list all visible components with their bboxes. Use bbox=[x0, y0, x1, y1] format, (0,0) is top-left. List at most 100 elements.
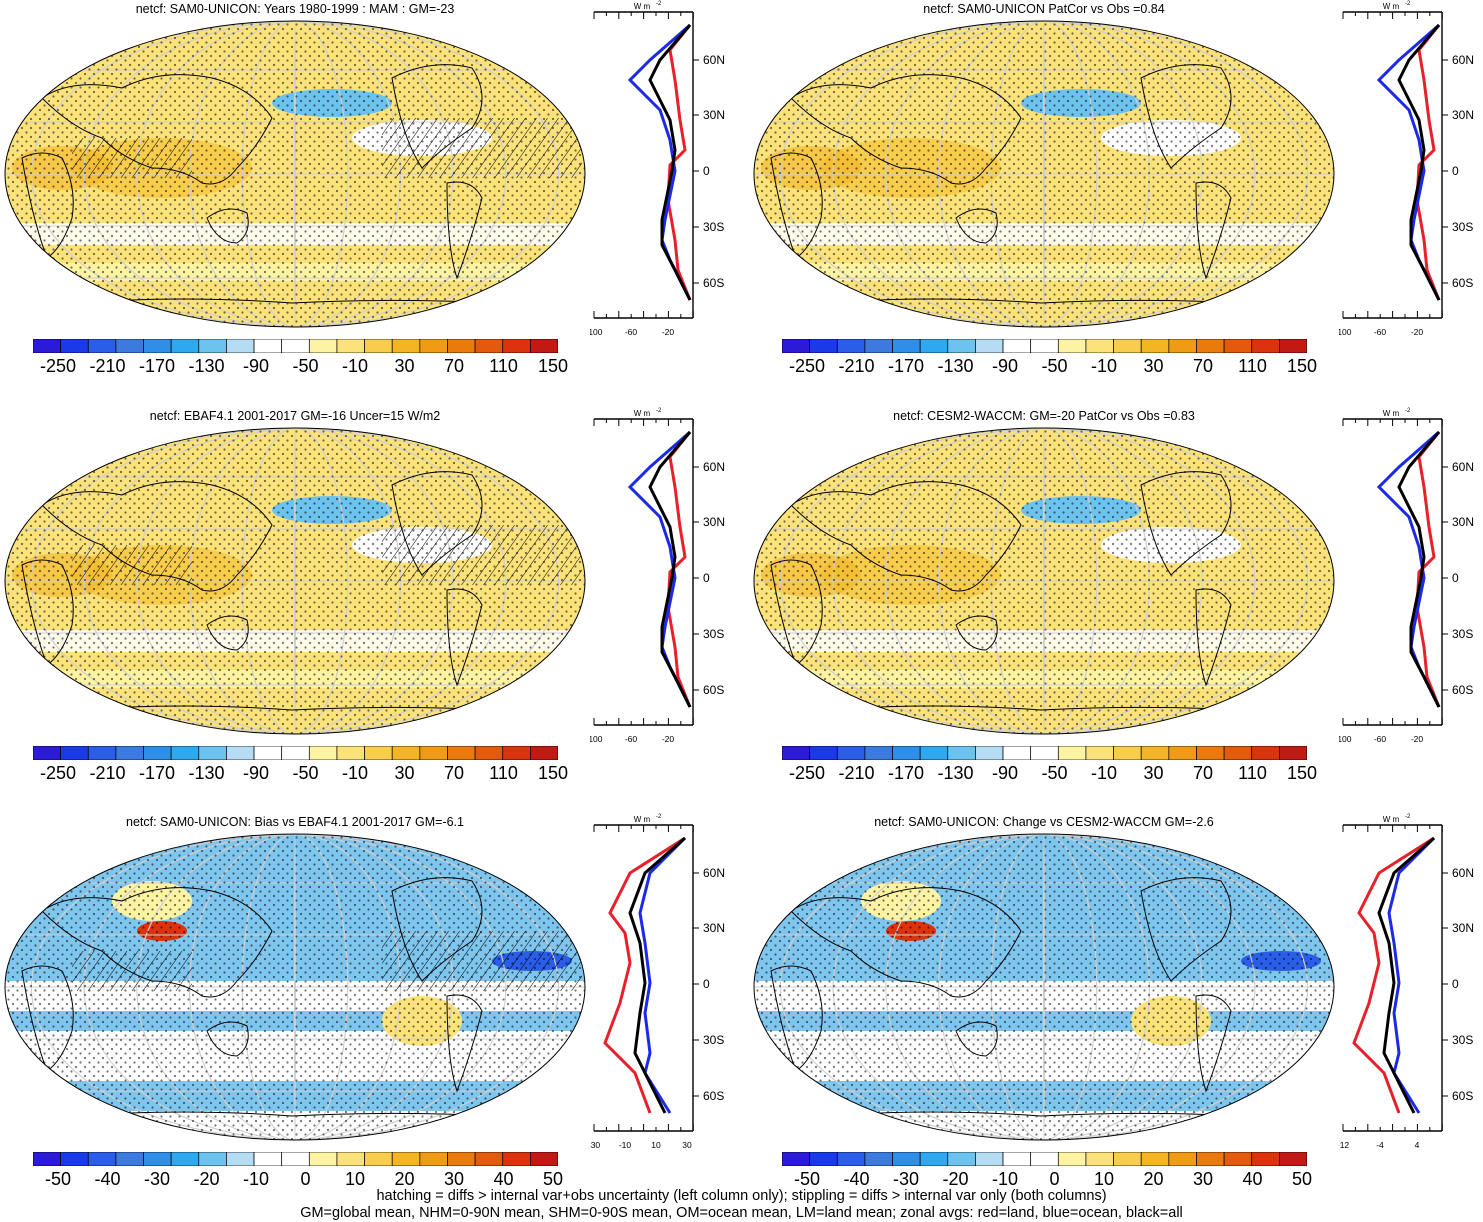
lat-label: 30N bbox=[1452, 108, 1474, 122]
profile-xtick: 4 bbox=[1415, 1140, 1420, 1150]
profile-xtick: -20 bbox=[662, 734, 675, 744]
colorbar-label: -10 bbox=[341, 356, 369, 376]
colorbar-label: -170 bbox=[887, 763, 925, 783]
colorbar-label: -10 bbox=[1090, 763, 1118, 783]
colorbar-label: 30 bbox=[1143, 356, 1164, 376]
map-panel: netcf: SAM0-UNICON: Years 1980-1999 : MA… bbox=[0, 0, 741, 405]
zonal-average-plot: W m -2 60N 30N 0 30S 60S -12 -4 4 bbox=[1337, 813, 1483, 1163]
colorbar-label: -130 bbox=[937, 763, 974, 783]
colorbar-label: -170 bbox=[138, 356, 176, 376]
colorbar-label: -50 bbox=[292, 763, 319, 783]
colorbar-label: -90 bbox=[242, 763, 270, 783]
lat-label: 0 bbox=[703, 164, 710, 178]
colorbar-label: -210 bbox=[838, 763, 875, 783]
colorbar-label: -50 bbox=[44, 1169, 72, 1189]
colorbar bbox=[32, 745, 559, 761]
lat-label: 30S bbox=[703, 627, 724, 641]
colorbar-label: 40 bbox=[493, 1169, 514, 1189]
colorbar bbox=[781, 1151, 1308, 1167]
profile-xtick: -100 bbox=[590, 327, 603, 337]
profile-xtick: -20 bbox=[1411, 734, 1424, 744]
zonal-average-plot: W m -2 60N 30N 0 30S 60S -30 -10 10 30 bbox=[588, 813, 740, 1163]
profile-xtick: -12 bbox=[1339, 1140, 1349, 1150]
lat-label: 30S bbox=[1452, 627, 1473, 641]
lat-label: 30N bbox=[703, 921, 725, 935]
colorbar-label: 150 bbox=[537, 356, 569, 376]
colorbar-label: 50 bbox=[1291, 1169, 1313, 1189]
colorbar-label: -20 bbox=[942, 1169, 969, 1189]
profile-xtick: 30 bbox=[682, 1140, 692, 1150]
colorbar bbox=[32, 1151, 559, 1167]
colorbar-label: -130 bbox=[188, 356, 225, 376]
colorbar-label: 70 bbox=[443, 763, 465, 783]
map-panel: netcf: CESM2-WACCM: GM=-20 PatCor vs Obs… bbox=[749, 407, 1483, 812]
colorbar-label: -170 bbox=[887, 356, 925, 376]
panel-title: netcf: CESM2-WACCM: GM=-20 PatCor vs Obs… bbox=[893, 409, 1195, 423]
colorbar-label: -90 bbox=[991, 356, 1019, 376]
svg-text:W m: W m bbox=[634, 2, 651, 11]
profile-xtick: -30 bbox=[590, 1140, 600, 1150]
svg-text:-2: -2 bbox=[656, 1, 662, 7]
colorbar-label: 50 bbox=[542, 1169, 564, 1189]
lat-label: 60N bbox=[1452, 460, 1474, 474]
zonal-average-plot: W m -2 60N 30N 0 30S 60S -100 -60 -20 bbox=[1334, 407, 1483, 757]
colorbar-label: 30 bbox=[1192, 1169, 1214, 1189]
zonal-average-plot: W m -2 60N 30N 0 30S 60S -100 -60 -20 bbox=[1334, 0, 1483, 350]
colorbar-labels: -250 -210 -170 -130 -90 -50 -10 30 70 110 150 bbox=[33, 763, 568, 785]
profile-xtick: -60 bbox=[625, 734, 638, 744]
svg-text:-2: -2 bbox=[1405, 814, 1411, 820]
colorbar-label: -10 bbox=[1090, 356, 1118, 376]
colorbar-label: -40 bbox=[94, 1169, 121, 1189]
colorbar-label: -50 bbox=[1041, 763, 1068, 783]
robinson-map bbox=[751, 18, 1337, 330]
panel-title: netcf: SAM0-UNICON: Years 1980-1999 : MA… bbox=[135, 2, 455, 16]
colorbar-label: -40 bbox=[843, 1169, 870, 1189]
colorbar-label: 10 bbox=[1093, 1169, 1115, 1189]
colorbar-labels: -250 -210 -170 -130 -90 -50 -10 30 70 110 150 bbox=[782, 356, 1317, 378]
map-panel: netcf: SAM0-UNICON: Change vs CESM2-WACC… bbox=[749, 813, 1483, 1218]
robinson-map bbox=[2, 831, 588, 1143]
lat-label: 0 bbox=[703, 571, 710, 585]
colorbar-label: -50 bbox=[292, 356, 319, 376]
footer-line-1: hatching = diffs > internal var+obs unce… bbox=[376, 1188, 1107, 1204]
zonal-average-plot: W m -2 60N 30N 0 30S 60S -100 -60 -20 bbox=[585, 0, 740, 350]
colorbar bbox=[781, 745, 1308, 761]
lat-label: 30N bbox=[1452, 515, 1474, 529]
colorbar-label: -30 bbox=[143, 1169, 171, 1189]
profile-xtick: -20 bbox=[1411, 327, 1424, 337]
lat-label: 0 bbox=[1452, 977, 1459, 991]
lat-label: 60S bbox=[703, 683, 724, 697]
colorbar-label: -210 bbox=[838, 356, 875, 376]
svg-text:W m: W m bbox=[634, 409, 651, 418]
robinson-map bbox=[751, 425, 1337, 737]
lat-label: 0 bbox=[1452, 571, 1459, 585]
colorbar-label: 20 bbox=[1143, 1169, 1164, 1189]
svg-text:W m: W m bbox=[1383, 815, 1400, 824]
svg-text:-2: -2 bbox=[656, 408, 662, 414]
colorbar-label: -50 bbox=[1041, 356, 1068, 376]
colorbar-label: -20 bbox=[193, 1169, 220, 1189]
lat-label: 60S bbox=[1452, 276, 1473, 290]
colorbar-label: 30 bbox=[443, 1169, 465, 1189]
map-panel: netcf: SAM0-UNICON PatCor vs Obs =0.84 W … bbox=[749, 0, 1483, 405]
profile-xtick: -60 bbox=[1374, 327, 1387, 337]
lat-label: 30S bbox=[1452, 220, 1473, 234]
profile-xtick: -10 bbox=[619, 1140, 632, 1150]
colorbar-labels: -50 -40 -30 -20 -10 0 10 20 30 40 50 bbox=[782, 1169, 1312, 1191]
colorbar-label: 0 bbox=[1049, 1169, 1060, 1189]
colorbar-label: -90 bbox=[242, 356, 270, 376]
lat-label: 0 bbox=[703, 977, 710, 991]
colorbar-label: 30 bbox=[394, 763, 415, 783]
lat-label: 60N bbox=[703, 53, 725, 67]
lat-label: 30N bbox=[1452, 921, 1474, 935]
colorbar bbox=[32, 338, 559, 354]
lat-label: 60N bbox=[703, 460, 725, 474]
colorbar-label: 30 bbox=[1143, 763, 1164, 783]
panel-title: netcf: EBAF4.1 2001-2017 GM=-16 Uncer=15… bbox=[149, 409, 441, 423]
lat-label: 30N bbox=[703, 515, 725, 529]
lat-label: 30S bbox=[703, 220, 724, 234]
lat-label: 60S bbox=[1452, 683, 1473, 697]
colorbar-label: -250 bbox=[788, 356, 826, 376]
profile-xtick: -60 bbox=[625, 327, 638, 337]
svg-text:W m: W m bbox=[1383, 2, 1400, 11]
